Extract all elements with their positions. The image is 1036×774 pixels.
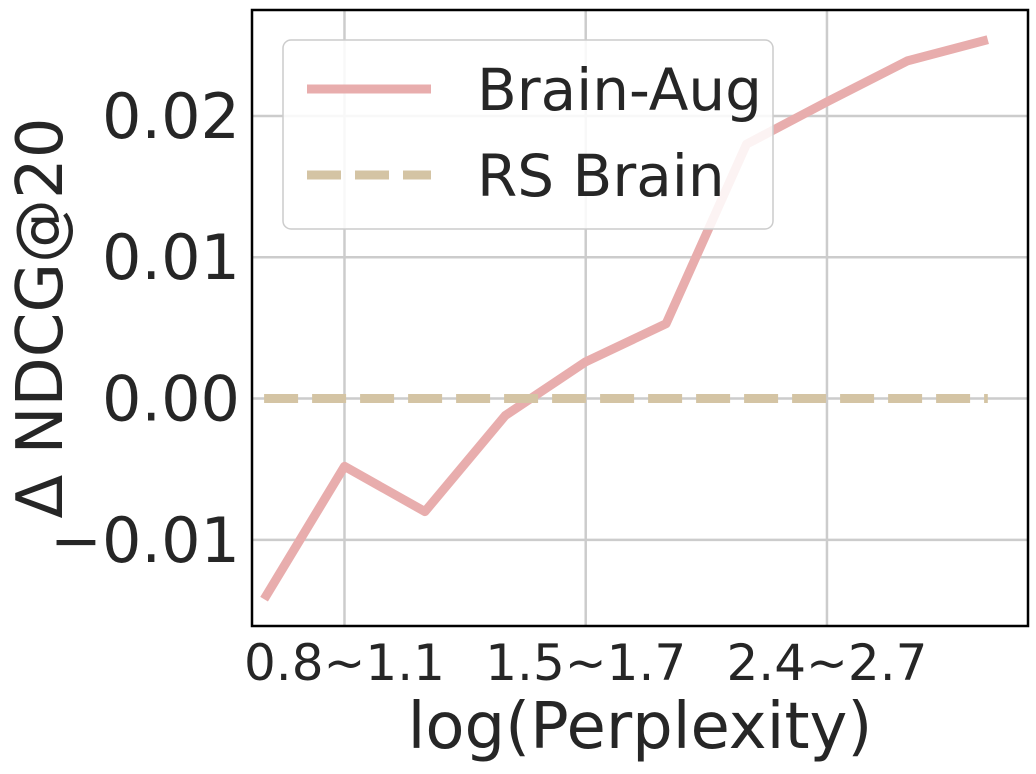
y-axis-label: Δ NDCG@20 (4, 118, 78, 519)
legend: Brain-Aug RS Brain (282, 39, 774, 230)
series-lines (260, 35, 989, 602)
y-tick-label: 0.00 (102, 363, 240, 436)
x-tick-label: 2.4~2.7 (726, 634, 927, 692)
legend-label-rs-brain: RS Brain (477, 142, 725, 210)
series-line-brain-aug (260, 35, 989, 602)
x-axis-label: log(Perplexity) (408, 690, 873, 764)
legend-label-brain-aug: Brain-Aug (477, 56, 762, 124)
y-tick-label: 0.02 (102, 80, 240, 153)
x-tick-label: 0.8~1.1 (244, 634, 445, 692)
y-tick-label: 0.01 (102, 221, 240, 294)
x-tick-labels: 0.8~1.1 1.5~1.7 2.4~2.7 (244, 634, 927, 692)
y-tick-labels: −0.01 0.00 0.01 0.02 (50, 80, 240, 577)
plot-frame (250, 8, 1030, 628)
x-tick-label: 1.5~1.7 (485, 634, 686, 692)
y-tick-label: −0.01 (50, 504, 240, 577)
